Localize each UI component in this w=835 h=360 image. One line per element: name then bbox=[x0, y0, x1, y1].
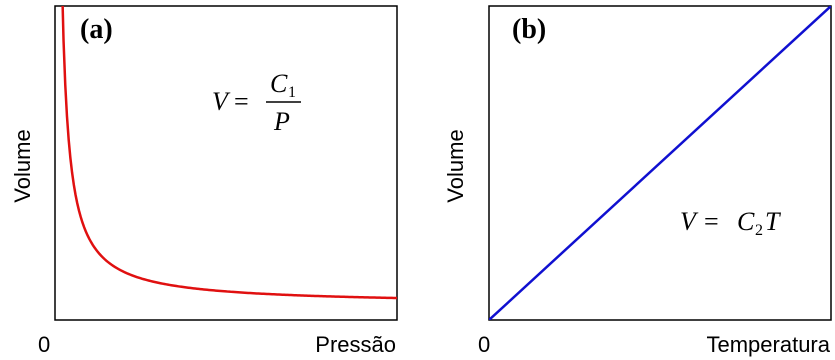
panel-a-eq-lhs: V bbox=[212, 87, 231, 116]
panel-a-equation: V = C 1 P bbox=[212, 69, 301, 136]
panel-b-eq-rhs-b: T bbox=[765, 207, 781, 236]
panel-b-y-axis-label: Volume bbox=[443, 129, 468, 202]
panel-b-x-axis-label: Temperatura bbox=[706, 332, 830, 357]
panel-b-eq-rhs-a: C bbox=[737, 207, 755, 236]
panel-b-equation: V = C 2 T bbox=[680, 207, 781, 239]
panel-a-x-tick-label: 0 bbox=[38, 332, 50, 357]
panel-a-y-axis-label: Volume bbox=[10, 129, 35, 202]
panel-b-series-line-0 bbox=[489, 6, 831, 320]
panel-a-marks bbox=[61, 6, 397, 300]
panel-a-eq-denominator: P bbox=[273, 107, 290, 136]
panel-b-x-tick-label: 0 bbox=[478, 332, 490, 357]
panel-b: (b) Volume Temperatura 0 V = C 2 T bbox=[443, 5, 832, 357]
panel-b-marks bbox=[489, 6, 831, 320]
panel-b-label: (b) bbox=[512, 14, 546, 45]
panel-a-series-line-0 bbox=[61, 6, 397, 300]
panel-b-eq-lhs: V bbox=[680, 207, 699, 236]
panel-a-eq-sign: = bbox=[234, 87, 249, 116]
panel-b-plot-frame bbox=[488, 5, 832, 321]
panel-b-eq-rhs-a-sub: 2 bbox=[755, 222, 763, 239]
panel-a: (a) Volume Pressão 0 V = C 1 P bbox=[10, 5, 398, 357]
panel-a-plot-frame bbox=[54, 5, 398, 321]
panel-a-label: (a) bbox=[80, 14, 113, 45]
panel-a-x-axis-label: Pressão bbox=[315, 332, 396, 357]
panel-b-eq-sign: = bbox=[704, 207, 719, 236]
panel-a-eq-numerator: C bbox=[270, 69, 288, 98]
panel-a-eq-numerator-sub: 1 bbox=[288, 84, 296, 101]
